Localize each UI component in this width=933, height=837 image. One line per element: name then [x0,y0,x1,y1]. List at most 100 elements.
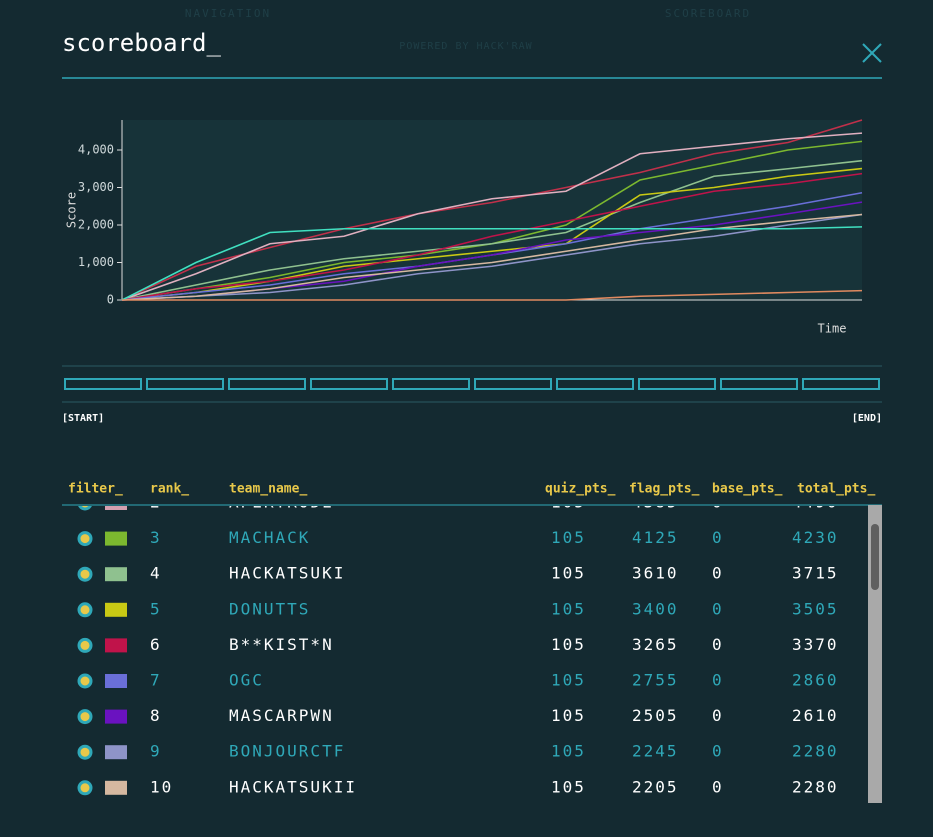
cell: 105 [551,599,586,618]
scroll-thumb[interactable] [871,524,879,590]
cell: 0 [712,706,724,725]
x-label: Time [818,322,847,336]
cell: 0 [712,777,724,796]
cell: 2280 [792,777,839,796]
cell: 8 [150,706,162,725]
team-color [105,638,127,653]
cell: 3265 [632,635,679,654]
timeline-slot[interactable] [228,378,306,390]
cell: BONJOURCTF [229,742,345,761]
cell: 2860 [792,671,839,690]
cell: 0 [712,671,724,690]
timeline-slot[interactable] [310,378,388,390]
cell: HACKATSUKII [229,777,357,796]
cell: 105 [551,706,586,725]
team-color [105,745,127,760]
cell: 7 [150,671,162,690]
filter-radio[interactable] [77,531,93,547]
timeline-slot[interactable] [64,378,142,390]
team-color [105,506,127,510]
timeline-slot[interactable] [720,378,798,390]
cell: 3610 [632,564,679,583]
timeline-slot[interactable] [802,378,880,390]
table-row: 2 APERTRODE 105 4385 0 4490 [78,493,839,512]
timeline-slot[interactable] [474,378,552,390]
cell: 2 [150,493,162,512]
series-line [121,226,863,301]
timeline-end: [END] [852,413,882,424]
filter-radio[interactable] [78,497,92,511]
title: scoreboard_ [62,29,221,57]
series-line [121,213,863,301]
column-header: flag_pts_ [629,482,700,497]
timeline-slot[interactable] [638,378,716,390]
team-color [105,709,127,724]
cell: 0 [712,564,724,583]
column-header: filter_ [68,482,123,497]
cell: 4125 [632,528,679,547]
series-line [121,213,863,301]
cell: 2755 [632,671,679,690]
table-row: 7 OGC 105 2755 0 2860 [77,671,839,690]
cell: APERTRODE [229,493,334,512]
cell: 105 [551,635,586,654]
cell: 4230 [792,528,839,547]
cell: 2610 [792,706,839,725]
filter-radio[interactable] [77,637,93,653]
team-color [105,780,127,795]
cell: HACKATSUKI [229,564,345,583]
cell: B**KIST*N [229,635,334,654]
y-tick-label: 0 [107,293,114,307]
table-row: 5 DONUTTS 105 3400 0 3505 [77,599,839,618]
bg-powered: POWERED BY HACK'RAW [399,41,532,52]
cell: 9 [150,742,162,761]
cell: 105 [551,742,586,761]
timeline-slot[interactable] [146,378,224,390]
filter-radio[interactable] [77,602,93,618]
cell: 105 [551,671,586,690]
filter-radio[interactable] [77,744,93,760]
cell: 0 [712,635,724,654]
timeline-slot[interactable] [392,378,470,390]
table-row: 10 HACKATSUKII 105 2205 0 2280 [77,777,839,796]
bg-scoreboard: SCOREBOARD [665,7,751,20]
cell: OGC [229,671,264,690]
cell: 5 [150,599,162,618]
filter-radio[interactable] [77,566,93,582]
filter-radio[interactable] [77,780,93,796]
timeline-start: [START] [62,413,104,424]
cell: 3505 [792,599,839,618]
table-row: 8 MASCARPWN 105 2505 0 2610 [77,706,839,725]
cell: 4385 [632,493,679,512]
series-line [121,159,863,301]
cell: 4490 [792,493,839,512]
series-line [121,172,863,301]
cell: 6 [150,635,162,654]
plot-area [122,120,862,300]
team-color [105,531,127,546]
y-tick-label: 4,000 [78,143,114,157]
cell: 3400 [632,599,679,618]
filter-radio[interactable] [77,709,93,725]
timeline-slot[interactable] [556,378,634,390]
cell: DONUTTS [229,599,310,618]
y-tick-label: 3,000 [78,180,114,194]
bg-nav: NAVIGATION [185,7,271,20]
column-header: total_pts_ [797,482,875,497]
team-color [105,674,127,688]
cell: 10 [150,777,173,796]
table-row: 6 B**KIST*N 105 3265 0 3370 [77,635,839,654]
cell: 0 [712,742,724,761]
cell: 2280 [792,742,839,761]
series-line [121,167,863,301]
close-button[interactable] [862,43,882,63]
cell: 105 [551,777,586,796]
filter-radio[interactable] [77,673,93,689]
cell: 3370 [792,635,839,654]
cell: 0 [712,493,724,512]
cell: 2245 [632,742,679,761]
table-row: 9 BONJOURCTF 105 2245 0 2280 [77,742,839,761]
